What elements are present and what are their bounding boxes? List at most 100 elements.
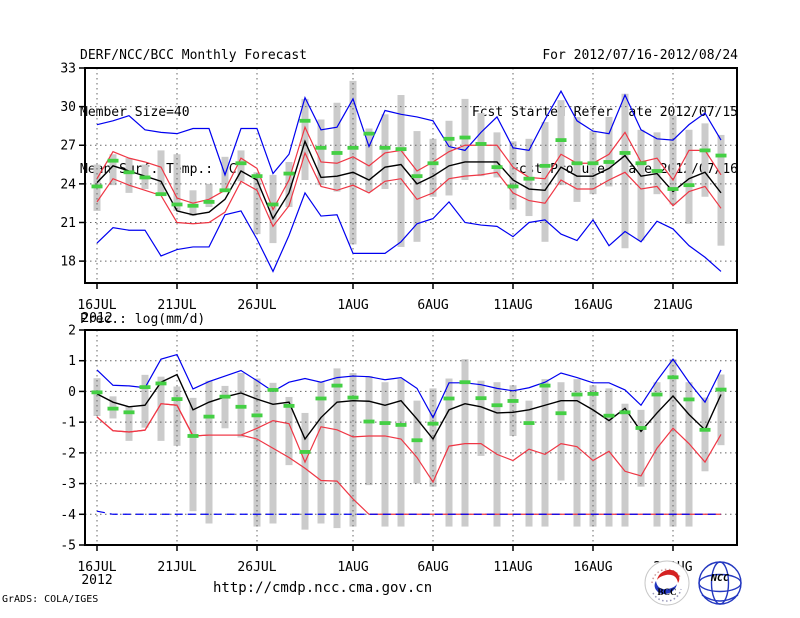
x-tick-label: 11AUG xyxy=(493,298,532,313)
member-spread-bar xyxy=(141,374,149,428)
ensemble-mean-line xyxy=(96,139,722,221)
observation-marker xyxy=(459,380,471,385)
x-tick-label: 21AUG xyxy=(653,298,692,313)
observation-marker xyxy=(267,202,279,207)
y-tick-label: 27 xyxy=(60,139,76,154)
observation-marker xyxy=(315,145,327,150)
member-spread-bar xyxy=(541,122,549,242)
x-tick-label: 16AUG xyxy=(573,560,612,575)
observation-marker xyxy=(491,165,503,170)
bcc-logo-top-text-arc xyxy=(651,568,681,584)
bcc-logo-blue-swirl xyxy=(654,581,677,595)
bcc-logo-text: BCC xyxy=(657,587,676,597)
member-spread-bar xyxy=(413,131,421,242)
member-spread-bar xyxy=(333,102,341,192)
ncc-logo-lat-ellipse xyxy=(698,573,742,593)
member-spread-bar xyxy=(701,397,709,472)
observation-marker xyxy=(683,397,695,402)
member-spread-bar xyxy=(621,403,629,527)
member-spread-bar xyxy=(285,161,293,208)
ensemble-max-line xyxy=(96,89,722,177)
member-spread-bar xyxy=(157,150,165,195)
member-spread-bar xyxy=(317,119,325,186)
observation-marker xyxy=(219,394,231,399)
y-tick-label: 33 xyxy=(60,62,76,77)
observation-marker xyxy=(523,421,535,425)
member-spread-bar xyxy=(205,380,213,524)
observation-marker xyxy=(187,203,199,208)
y-tick-label: -5 xyxy=(60,539,76,554)
member-spread-bar xyxy=(189,397,197,512)
member-spread-bar xyxy=(637,129,645,241)
plot-frame xyxy=(84,67,738,284)
member-spread-bar xyxy=(605,116,613,187)
member-spread-bar xyxy=(669,115,677,205)
observation-marker xyxy=(347,395,359,400)
member-spread-bar xyxy=(557,100,565,186)
member-spread-bar xyxy=(605,388,613,527)
y-tick-label: -3 xyxy=(60,477,76,492)
member-spread-bar xyxy=(285,396,293,466)
observation-marker xyxy=(235,404,247,409)
bcc-logo-bottom-text-arc xyxy=(652,588,682,602)
observation-marker xyxy=(331,151,343,155)
member-spread-bar xyxy=(365,128,373,192)
observation-marker xyxy=(715,387,727,392)
y-tick-label: 30 xyxy=(60,100,76,115)
observation-marker xyxy=(251,174,263,179)
observation-marker xyxy=(395,423,407,427)
observation-marker xyxy=(619,410,631,415)
bcc-logo-red-swirl xyxy=(657,569,680,583)
x-tick-label: 26JUL xyxy=(237,298,276,313)
observation-marker xyxy=(443,396,455,401)
ensemble-min-line xyxy=(96,191,722,273)
observation-marker xyxy=(651,392,663,397)
y-tick-label: 1 xyxy=(68,354,76,369)
member-spread-bar xyxy=(301,98,309,181)
observation-marker xyxy=(219,188,231,193)
observation-marker xyxy=(267,387,279,392)
observation-marker xyxy=(683,183,695,188)
member-spread-bar xyxy=(445,378,453,527)
observation-marker xyxy=(587,161,599,166)
member-spread-bar xyxy=(205,183,213,208)
observation-marker xyxy=(395,147,407,152)
observation-marker xyxy=(491,403,503,408)
member-spread-bar xyxy=(173,154,181,211)
ensemble-mean-line xyxy=(96,373,722,441)
x-tick-label: 6AUG xyxy=(417,560,448,575)
y-tick-label: -2 xyxy=(60,446,76,461)
observation-marker xyxy=(523,176,535,181)
observation-marker xyxy=(619,151,631,155)
observation-marker xyxy=(699,427,711,432)
observation-marker xyxy=(475,142,487,146)
y-tick-label: 2 xyxy=(68,324,76,339)
plot-frame xyxy=(84,329,738,546)
observation-marker xyxy=(443,136,455,141)
member-spread-bar xyxy=(477,380,485,456)
ncc-logo-text: NCC xyxy=(710,573,729,584)
member-spread-bar xyxy=(493,132,501,178)
member-spread-bar xyxy=(109,154,117,186)
upper-quartile-line xyxy=(96,125,722,212)
grads-credit: GrADS: COLA/IGES xyxy=(2,594,99,605)
member-spread-bar xyxy=(381,114,389,190)
member-spread-bar xyxy=(429,138,437,197)
x-tick-label: 1AUG xyxy=(337,298,368,313)
observation-marker xyxy=(251,413,263,418)
member-spread-bar xyxy=(525,400,533,527)
observation-marker xyxy=(603,160,615,164)
observation-marker xyxy=(283,171,295,176)
observation-marker xyxy=(171,202,183,207)
observation-marker xyxy=(571,161,583,166)
observation-marker xyxy=(123,170,135,175)
x-tick-label: 26JUL xyxy=(237,560,276,575)
y-tick-label: -4 xyxy=(60,508,76,523)
observation-marker xyxy=(475,396,487,401)
member-spread-bar xyxy=(349,80,357,245)
observation-marker xyxy=(459,135,471,140)
forecast-period-label: For 2012/07/16-2012/08/24 xyxy=(542,48,738,63)
source-url: http://cmdp.ncc.cma.gov.cn xyxy=(213,580,433,596)
